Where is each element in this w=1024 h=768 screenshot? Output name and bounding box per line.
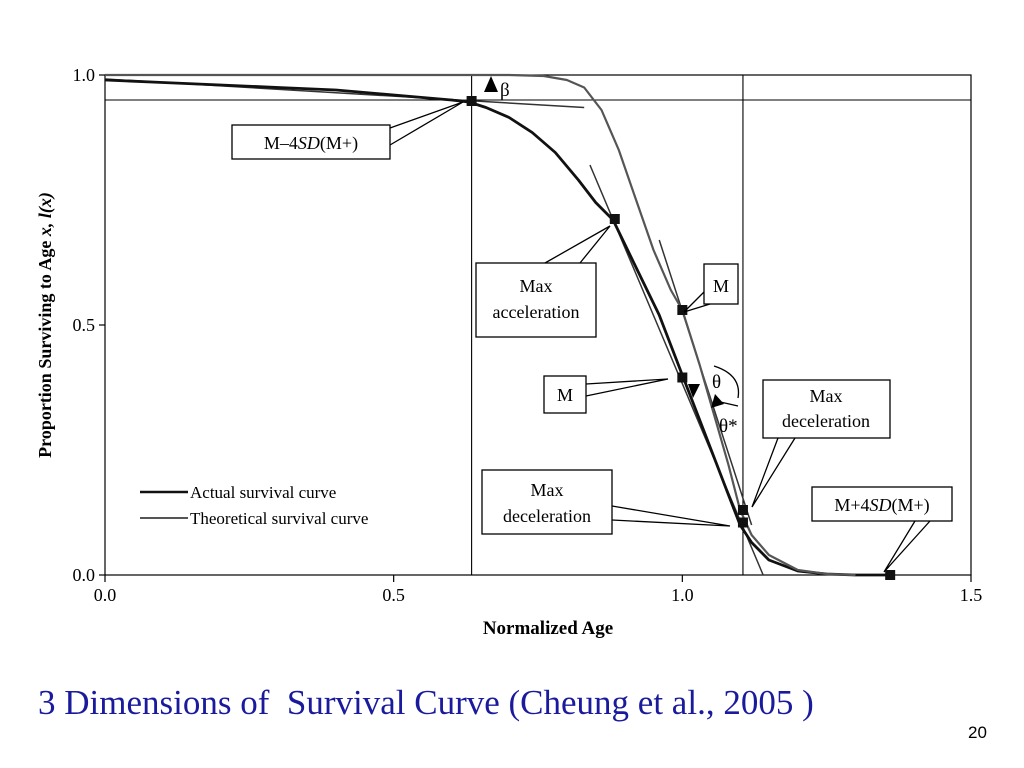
arrowheads	[484, 76, 724, 408]
callout-m-plus-4sd-leader	[883, 520, 931, 573]
label-m-upper: M	[713, 276, 729, 296]
point-marker-0	[466, 96, 477, 106]
x-tick-label-3: 1.5	[960, 585, 983, 605]
label-m-plus-4sd-prefix: M+4	[834, 495, 869, 515]
y-tick-label-2: 1.0	[73, 65, 96, 85]
y-axis-title-var: x, l(x)	[35, 192, 56, 237]
label-beta: β	[500, 80, 510, 101]
callout-m-upper-box	[703, 263, 739, 305]
theta-arc	[713, 365, 740, 399]
callout-m-lower-leader	[585, 378, 669, 397]
label-max-deceleration-left-2: deceleration	[503, 506, 591, 526]
slide-number: 20	[968, 723, 987, 742]
point-marker-5	[737, 517, 748, 528]
label-m-plus-4sd-suffix: (M+)	[892, 495, 930, 516]
legend: Actual survival curve Theoretical surviv…	[140, 483, 368, 528]
label-max-deceleration-right-1: Max	[810, 386, 843, 406]
beta-arrow	[484, 76, 498, 92]
label-max-deceleration-right-2: deceleration	[782, 411, 870, 431]
x-tick-label-1: 0.5	[382, 585, 405, 605]
label-max-acceleration-2: acceleration	[493, 302, 580, 322]
label-max-acceleration-1: Max	[520, 276, 553, 296]
legend-label-theoretical: Theoretical survival curve	[190, 509, 368, 528]
point-marker-3	[677, 372, 688, 383]
survival-chart: 0.0 0.5 1.0 1.5 0.0 0.5 1.0 Normalized Age Pr…	[35, 65, 983, 639]
callout-m-lower-box	[543, 375, 587, 414]
label-m-lower: M	[557, 385, 573, 405]
annotation-labels: M–4SD(M+) Max acceleration M M Max decel…	[264, 80, 930, 526]
callout-m-minus-4sd-box	[231, 124, 391, 160]
label-theta: θ	[712, 372, 721, 393]
x-tick-label-2: 1.0	[671, 585, 694, 605]
label-m-plus-4sd: M+4SD(M+)	[834, 495, 929, 516]
label-m-minus-4sd: M–4SD(M+)	[264, 133, 358, 154]
label-m-plus-4sd-italic: SD	[870, 495, 892, 515]
y-tick-label-1: 0.5	[73, 315, 96, 335]
x-axis-ticks: 0.0 0.5 1.0 1.5	[94, 575, 983, 605]
callout-max-deceleration-right-leader	[751, 437, 796, 508]
y-tick-label-0: 0.0	[73, 565, 96, 585]
y-axis-title-prefix: Proportion Surviving to Age	[35, 236, 55, 458]
y-axis-title: Proportion Surviving to Age x, l(x)	[35, 192, 56, 458]
callout-m-upper-leader	[683, 291, 711, 313]
callout-m-plus-4sd-box	[811, 486, 953, 522]
reference-lines	[105, 75, 971, 575]
x-tick-label-0: 0.0	[94, 585, 117, 605]
m-lower-arrow	[688, 384, 700, 398]
legend-label-actual: Actual survival curve	[190, 483, 336, 502]
callout-max-acceleration-box	[475, 262, 597, 338]
label-m-minus-4sd-suffix: (M+)	[320, 133, 358, 154]
y-axis-ticks: 0.0 0.5 1.0	[73, 65, 105, 585]
label-max-deceleration-left-1: Max	[531, 480, 564, 500]
label-m-minus-4sd-italic: SD	[298, 133, 320, 153]
point-marker-1	[609, 214, 620, 224]
callout-max-acceleration-leader	[544, 225, 611, 264]
point-marker-4	[737, 505, 748, 515]
label-m-minus-4sd-prefix: M–4	[264, 133, 298, 153]
callout-max-deceleration-left-box	[481, 469, 613, 535]
point-marker-6	[885, 570, 896, 580]
x-axis-title: Normalized Age	[483, 618, 613, 639]
callout-max-deceleration-left-leader	[611, 505, 731, 527]
callout-m-minus-4sd-leader	[389, 101, 464, 146]
callout-max-deceleration-right-box	[762, 379, 891, 439]
point-markers	[466, 96, 896, 580]
annotations	[231, 101, 953, 573]
slide-caption: 3 Dimensions of Survival Curve (Cheung e…	[38, 683, 814, 722]
label-theta-star: θ*	[719, 416, 738, 437]
theta-arrow	[711, 394, 724, 408]
series-line-actual	[104, 78, 891, 577]
point-marker-2	[677, 305, 688, 315]
